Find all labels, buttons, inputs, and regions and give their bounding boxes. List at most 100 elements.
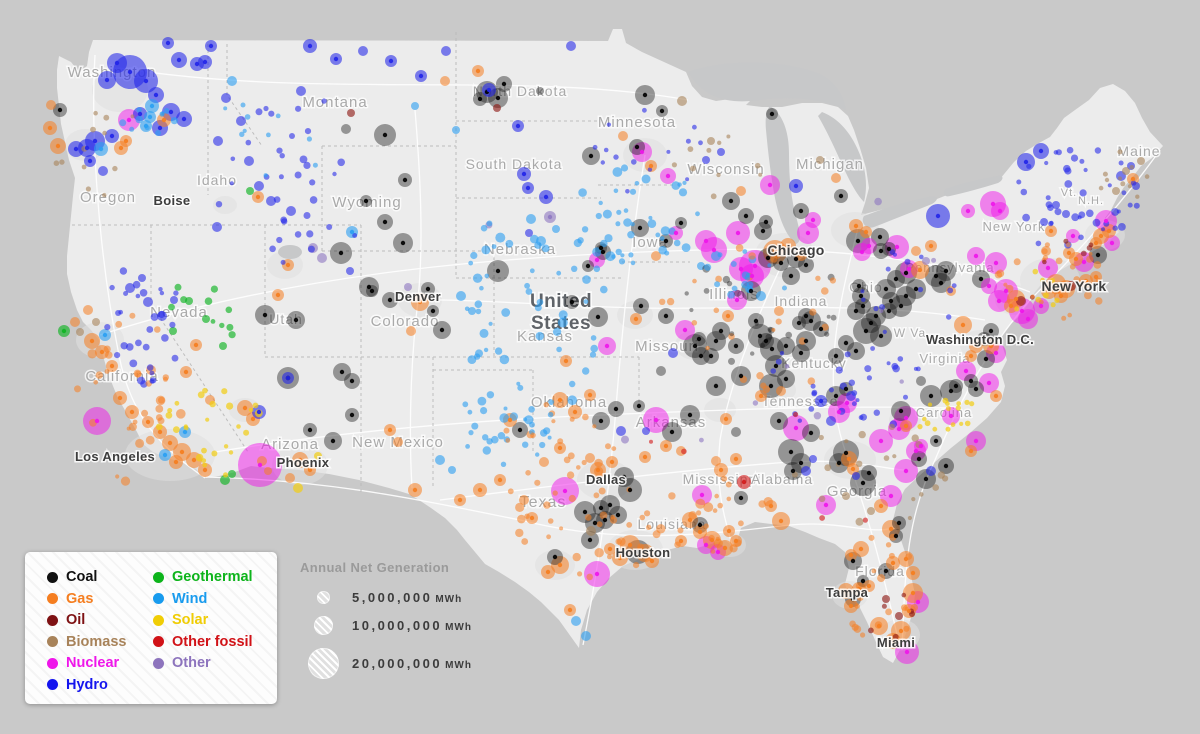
plant-marker[interactable] xyxy=(337,158,346,167)
plant-marker[interactable] xyxy=(626,522,633,528)
plant-marker[interactable] xyxy=(581,226,589,233)
plant-marker[interactable] xyxy=(911,434,919,442)
plant-marker[interactable] xyxy=(582,275,591,284)
plant-marker[interactable] xyxy=(103,345,111,353)
plant-marker[interactable] xyxy=(204,297,213,306)
plant-marker[interactable] xyxy=(150,313,159,321)
plant-marker[interactable] xyxy=(263,173,268,178)
plant-marker[interactable] xyxy=(161,334,169,342)
plant-marker[interactable] xyxy=(849,620,856,628)
plant-marker[interactable] xyxy=(118,309,123,315)
plant-marker[interactable] xyxy=(180,296,188,304)
plant-marker[interactable] xyxy=(1111,208,1119,216)
plant-marker[interactable] xyxy=(615,221,621,227)
plant-marker[interactable] xyxy=(695,498,706,509)
plant-marker[interactable] xyxy=(105,351,113,359)
plant-marker[interactable] xyxy=(197,391,205,399)
plant-marker[interactable] xyxy=(240,102,246,108)
plant-marker[interactable] xyxy=(534,241,542,249)
plant-marker[interactable] xyxy=(717,252,723,258)
plant-marker[interactable] xyxy=(883,455,890,461)
plant-marker[interactable] xyxy=(630,260,636,266)
plant-marker[interactable] xyxy=(85,186,91,192)
plant-marker[interactable] xyxy=(598,487,606,495)
plant-marker[interactable] xyxy=(848,379,855,386)
plant-marker[interactable] xyxy=(160,111,165,116)
plant-marker[interactable] xyxy=(707,137,715,145)
plant-marker[interactable] xyxy=(263,105,269,112)
plant-marker[interactable] xyxy=(959,421,964,426)
plant-marker[interactable] xyxy=(59,159,65,165)
plant-marker[interactable] xyxy=(867,507,875,515)
plant-marker[interactable] xyxy=(128,422,137,431)
plant-marker[interactable] xyxy=(598,200,603,206)
plant-marker[interactable] xyxy=(637,543,644,550)
plant-marker[interactable] xyxy=(824,464,832,472)
plant-marker[interactable] xyxy=(475,308,482,315)
plant-marker[interactable] xyxy=(557,317,568,328)
plant-marker[interactable] xyxy=(917,424,923,430)
plant-marker[interactable] xyxy=(556,270,562,276)
plant-marker[interactable] xyxy=(729,544,738,553)
plant-marker[interactable] xyxy=(1063,238,1069,244)
plant-marker[interactable] xyxy=(756,372,764,380)
plant-marker[interactable] xyxy=(141,409,149,417)
plant-marker[interactable] xyxy=(964,420,971,427)
plant-marker[interactable] xyxy=(228,470,236,478)
plant-marker[interactable] xyxy=(1077,215,1082,220)
plant-marker[interactable] xyxy=(767,326,773,332)
plant-marker[interactable] xyxy=(226,323,234,331)
plant-marker[interactable] xyxy=(1092,218,1101,227)
plant-marker[interactable] xyxy=(1030,294,1035,299)
plant-marker[interactable] xyxy=(1041,248,1048,255)
plant-marker[interactable] xyxy=(697,262,705,270)
plant-marker[interactable] xyxy=(711,456,721,466)
plant-marker[interactable] xyxy=(503,427,510,434)
plant-marker[interactable] xyxy=(1094,147,1102,154)
plant-marker[interactable] xyxy=(1133,202,1140,209)
plant-marker[interactable] xyxy=(529,421,535,428)
plant-marker[interactable] xyxy=(616,426,626,436)
plant-marker[interactable] xyxy=(911,246,921,256)
plant-marker[interactable] xyxy=(1101,227,1105,232)
plant-marker[interactable] xyxy=(163,108,170,114)
plant-marker[interactable] xyxy=(901,592,907,598)
plant-marker[interactable] xyxy=(582,367,590,375)
plant-marker[interactable] xyxy=(639,514,646,521)
plant-marker[interactable] xyxy=(882,595,890,603)
plant-marker[interactable] xyxy=(611,446,617,451)
plant-marker[interactable] xyxy=(98,166,108,176)
plant-marker[interactable] xyxy=(947,287,954,294)
plant-marker[interactable] xyxy=(892,252,898,257)
plant-marker[interactable] xyxy=(155,414,163,421)
plant-marker[interactable] xyxy=(750,351,755,356)
plant-marker[interactable] xyxy=(495,232,506,243)
plant-marker[interactable] xyxy=(227,76,237,86)
plant-marker[interactable] xyxy=(1054,208,1062,216)
plant-marker[interactable] xyxy=(285,473,295,483)
plant-marker[interactable] xyxy=(1118,160,1124,166)
plant-marker[interactable] xyxy=(1093,261,1102,269)
plant-marker[interactable] xyxy=(866,375,873,381)
plant-marker[interactable] xyxy=(219,342,227,350)
plant-marker[interactable] xyxy=(583,299,589,304)
plant-marker[interactable] xyxy=(552,327,562,336)
plant-marker[interactable] xyxy=(726,134,731,139)
plant-marker[interactable] xyxy=(605,443,611,450)
plant-marker[interactable] xyxy=(811,391,817,397)
plant-marker[interactable] xyxy=(441,46,451,56)
plant-marker[interactable] xyxy=(571,616,581,626)
plant-marker[interactable] xyxy=(281,218,288,225)
plant-marker[interactable] xyxy=(600,285,608,294)
plant-marker[interactable] xyxy=(132,280,141,289)
plant-marker[interactable] xyxy=(142,343,150,351)
plant-marker[interactable] xyxy=(483,347,489,353)
plant-marker[interactable] xyxy=(692,278,697,284)
plant-marker[interactable] xyxy=(738,520,744,527)
plant-marker[interactable] xyxy=(746,281,754,288)
plant-marker[interactable] xyxy=(534,479,541,486)
plant-marker[interactable] xyxy=(892,454,897,459)
plant-marker[interactable] xyxy=(266,132,271,138)
plant-marker[interactable] xyxy=(590,344,598,353)
plant-marker[interactable] xyxy=(569,380,576,388)
